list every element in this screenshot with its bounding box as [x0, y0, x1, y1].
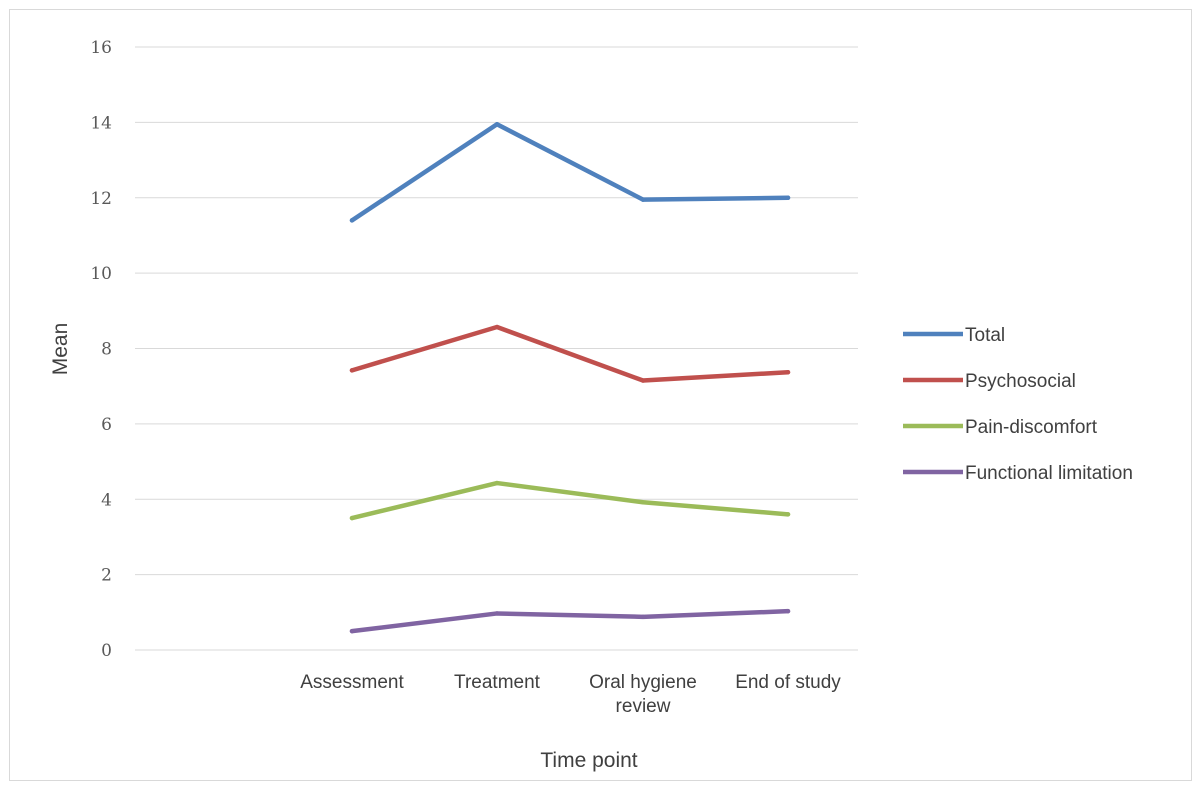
legend-label: Total [965, 325, 1005, 346]
data-point [640, 614, 646, 620]
data-point [494, 122, 500, 127]
series-line-psychosocial [349, 324, 791, 383]
gridlines [135, 46, 858, 651]
y-tick-label: 4 [101, 490, 112, 510]
y-axis-ticks: 0 2 4 6 8 10 12 14 16 [90, 38, 112, 661]
data-point [640, 500, 646, 505]
y-tick-label: 6 [101, 415, 112, 435]
x-tick-label: Treatment [454, 672, 541, 693]
y-tick-label: 8 [101, 340, 112, 360]
data-point [349, 515, 355, 521]
legend-item: Psychosocial [903, 371, 1076, 392]
data-point [785, 512, 791, 517]
data-point [494, 611, 500, 616]
y-tick-label: 14 [90, 113, 112, 133]
y-tick-label: 12 [90, 189, 112, 209]
legend: Total Psychosocial Pain-discomfort Function… [903, 325, 1133, 484]
legend-label: Functional limitation [965, 463, 1133, 484]
data-point [349, 628, 355, 634]
data-point [640, 197, 646, 202]
y-tick-label: 0 [101, 641, 112, 661]
series-line-functional-limitation [349, 608, 791, 634]
data-point [640, 378, 646, 383]
x-tick-label: review [616, 696, 671, 717]
x-tick-label: Oral hygiene [589, 672, 697, 693]
y-tick-label: 2 [101, 566, 112, 586]
x-tick-label: End of study [735, 672, 841, 693]
x-tick-label: Assessment [300, 672, 404, 693]
data-point [349, 218, 355, 223]
data-point [785, 370, 791, 375]
legend-label: Psychosocial [965, 371, 1076, 392]
data-point [349, 368, 355, 373]
data-point [494, 480, 500, 486]
y-tick-label: 16 [90, 38, 112, 58]
series-line-pain-discomfort [349, 480, 791, 521]
legend-item: Functional limitation [903, 463, 1133, 484]
data-point [785, 608, 791, 614]
data-point [494, 324, 500, 330]
chart-frame [9, 9, 1192, 781]
legend-item: Pain-discomfort [903, 417, 1098, 438]
y-tick-label: 10 [90, 264, 112, 284]
x-axis-title: Time point [540, 749, 637, 772]
data-point [785, 195, 791, 200]
series-line-total [349, 122, 791, 223]
legend-label: Pain-discomfort [965, 417, 1098, 438]
x-axis-ticks: Assessment Treatment Oral hygiene review End… [300, 672, 841, 717]
legend-item: Total [903, 325, 1005, 346]
y-axis-title: Mean [49, 323, 72, 376]
series-lines [349, 122, 791, 634]
